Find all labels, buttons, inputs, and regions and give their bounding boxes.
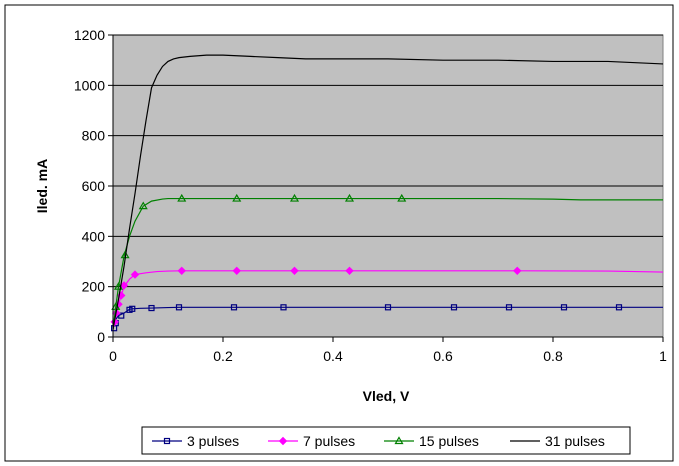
data-point xyxy=(148,304,155,312)
data-point xyxy=(118,312,125,319)
y-ticks: 0 200 400 600 800 1000 1200 xyxy=(74,27,113,345)
series-3-pulses xyxy=(110,304,663,332)
y-tick-label: 600 xyxy=(82,178,106,194)
legend-label: 31 pulses xyxy=(545,433,605,449)
data-point xyxy=(397,193,407,202)
legend-item: 31 pulses xyxy=(510,433,605,449)
data-point xyxy=(175,304,183,311)
series-line xyxy=(112,54,664,330)
y-tick-label: 800 xyxy=(82,128,106,144)
legend-label: 7 pulses xyxy=(303,433,355,449)
x-tick-label: 0.6 xyxy=(433,348,453,364)
data-point xyxy=(232,266,241,276)
y-tick-label: 1000 xyxy=(74,77,105,93)
x-axis-title: Vled, V xyxy=(363,388,410,404)
y-tick-label: 400 xyxy=(82,228,106,244)
data-point xyxy=(289,193,300,202)
x-ticks: 0 0.2 0.4 0.6 0.8 1 xyxy=(109,337,667,364)
data-point xyxy=(344,193,355,202)
gridlines xyxy=(113,34,663,288)
x-tick-label: 1 xyxy=(659,348,667,364)
legend-marker xyxy=(163,437,171,445)
series-7-pulses xyxy=(110,266,664,330)
data-point xyxy=(232,193,242,202)
legend: 3 pulses 7 pulses 15 pulses 31 pulses xyxy=(152,433,605,449)
data-point xyxy=(130,270,140,279)
data-point xyxy=(384,304,392,311)
y-tick-label: 200 xyxy=(82,279,106,295)
x-tick-label: 0.4 xyxy=(323,348,343,364)
data-point xyxy=(505,304,513,311)
legend-item: 15 pulses xyxy=(384,433,479,449)
x-tick-label: 0.2 xyxy=(213,348,233,364)
data-point xyxy=(138,201,148,210)
x-tick-label: 0 xyxy=(109,348,117,364)
data-point xyxy=(513,266,522,276)
data-point xyxy=(119,281,129,290)
y-tick-label: 1200 xyxy=(74,27,105,43)
series-line xyxy=(112,197,663,330)
data-point xyxy=(177,266,186,276)
legend-marker xyxy=(278,436,288,446)
y-tick-label: 0 xyxy=(97,329,105,345)
data-point xyxy=(290,266,299,276)
data-point xyxy=(177,193,187,202)
data-point xyxy=(560,304,568,311)
data-point xyxy=(615,304,623,311)
series-line xyxy=(112,306,663,329)
legend-item: 7 pulses xyxy=(268,433,355,449)
x-tick-label: 0.8 xyxy=(543,348,563,364)
data-point xyxy=(280,304,287,311)
legend-marker xyxy=(394,436,404,445)
legend-label: 3 pulses xyxy=(187,433,239,449)
data-point xyxy=(345,266,354,276)
data-point xyxy=(129,305,136,312)
legend-label: 15 pulses xyxy=(419,433,479,449)
legend-item: 3 pulses xyxy=(152,433,239,449)
series-31-pulses xyxy=(112,54,664,330)
data-point xyxy=(450,304,458,311)
data-point xyxy=(230,304,238,311)
series-layer xyxy=(110,54,664,332)
y-axis-title: Iled. mA xyxy=(34,159,50,213)
